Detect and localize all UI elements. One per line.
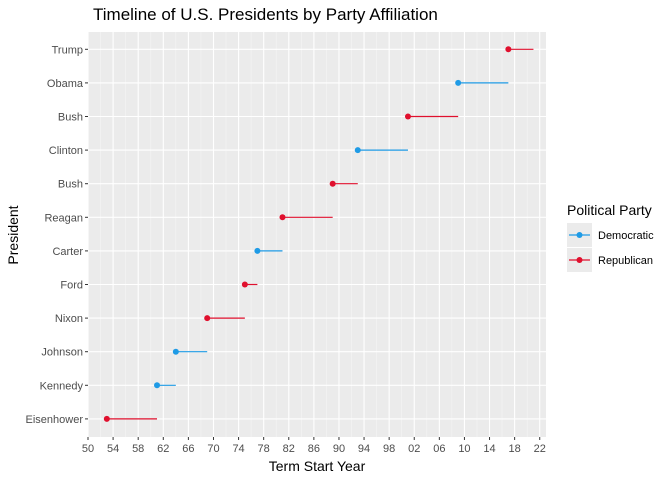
y-tick-label: Ford — [60, 280, 83, 292]
x-tick-label: 50 — [82, 443, 94, 455]
x-tick-label: 94 — [358, 443, 370, 455]
x-axis-title: Term Start Year — [269, 458, 366, 474]
x-tick-label: 62 — [157, 443, 169, 455]
y-tick-label: Johnson — [41, 347, 83, 359]
x-tick-label: 06 — [433, 443, 445, 455]
term-start-point — [329, 180, 336, 187]
y-tick-label: Bush — [58, 179, 83, 191]
legend-point — [576, 257, 583, 263]
term-start-point — [172, 348, 179, 355]
x-tick-label: 54 — [107, 443, 119, 455]
y-tick-label: Clinton — [49, 145, 83, 157]
term-start-point — [204, 315, 211, 322]
term-start-point — [279, 214, 286, 221]
term-start-point — [154, 382, 161, 389]
y-tick-label: Bush — [58, 112, 83, 124]
legend: Political Party Democratic Republican — [567, 202, 654, 272]
plot-panel — [88, 32, 546, 437]
term-start-point — [354, 147, 361, 154]
y-axis: Eisenhower Kennedy Johnson Nixon Ford Carter R… — [26, 44, 88, 426]
y-tick-label: Trump — [52, 44, 83, 56]
y-tick-label: Reagan — [44, 212, 83, 224]
x-tick-label: 98 — [383, 443, 395, 455]
x-tick-label: 14 — [483, 443, 495, 455]
y-tick-label: Obama — [47, 78, 84, 90]
x-tick-label: 10 — [458, 443, 470, 455]
y-tick-label: Nixon — [55, 313, 83, 325]
x-tick-label: 74 — [232, 443, 244, 455]
y-tick-label: Eisenhower — [26, 414, 84, 426]
x-tick-label: 66 — [182, 443, 194, 455]
term-start-point — [241, 281, 248, 288]
chart-title: Timeline of U.S. Presidents by Party Aff… — [93, 5, 438, 24]
x-tick-label: 82 — [283, 443, 295, 455]
y-axis-title: President — [5, 205, 21, 264]
x-tick-label: 58 — [132, 443, 144, 455]
term-start-point — [254, 247, 261, 254]
legend-label: Republican — [598, 255, 653, 267]
legend-title: Political Party — [567, 202, 652, 218]
x-tick-label: 86 — [308, 443, 320, 455]
legend-label: Democratic — [598, 230, 654, 242]
term-start-point — [455, 79, 462, 86]
x-tick-label: 02 — [408, 443, 420, 455]
x-tick-label: 70 — [207, 443, 219, 455]
legend-point — [576, 232, 583, 238]
term-start-point — [103, 415, 110, 422]
x-tick-label: 78 — [258, 443, 270, 455]
y-tick-label: Carter — [52, 246, 83, 258]
gridlines — [87, 32, 546, 437]
x-tick-label: 90 — [333, 443, 345, 455]
chart-marks — [103, 46, 534, 422]
x-tick-label: 18 — [509, 443, 521, 455]
x-tick-label: 22 — [534, 443, 546, 455]
term-start-point — [505, 46, 512, 53]
x-axis: 50 54 58 62 66 70 74 78 82 86 90 94 98 02 06 10 14 18 22 — [82, 437, 546, 455]
y-tick-label: Kennedy — [40, 380, 84, 392]
term-start-point — [404, 113, 411, 120]
